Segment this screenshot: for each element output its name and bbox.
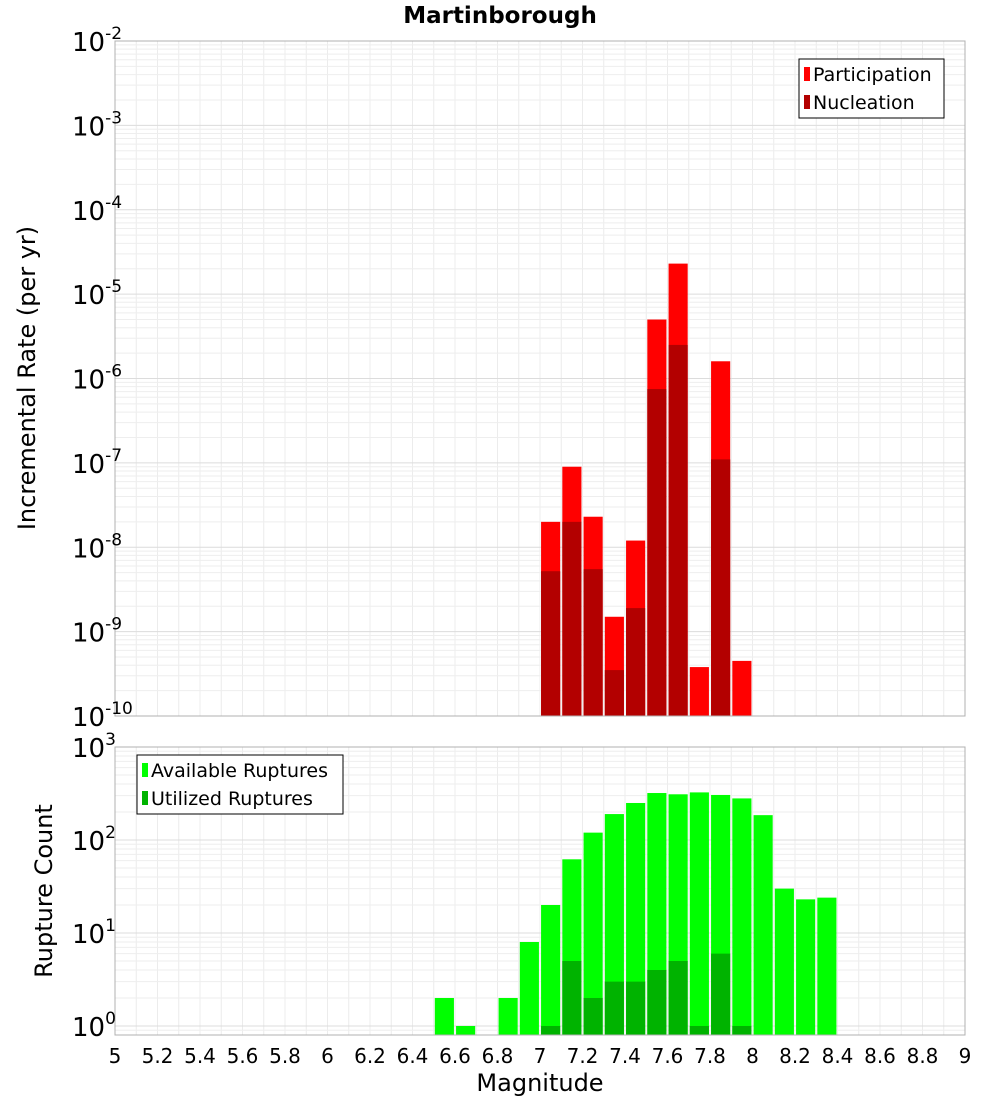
y-tick-label: 10-5 <box>72 277 122 311</box>
bar-utilized-ruptures <box>711 953 731 1035</box>
chart-title: Martinborough <box>403 3 597 29</box>
bar-utilized-ruptures <box>626 981 646 1035</box>
bar-available-ruptures <box>604 814 624 1035</box>
bar-utilized-ruptures <box>583 997 603 1035</box>
x-tick-label: 6.4 <box>397 1044 429 1068</box>
x-tick-label: 6.8 <box>482 1044 514 1068</box>
y-tick-label: 10-2 <box>72 24 122 58</box>
y-tick-label: 103 <box>72 730 116 764</box>
bar-utilized-ruptures <box>668 960 688 1035</box>
x-tick-label: 7.8 <box>694 1044 726 1068</box>
plot-area-border <box>114 746 966 1036</box>
x-tick-label: 5 <box>109 1044 122 1068</box>
legend-swatch-utilized-ruptures <box>142 791 148 805</box>
x-tick-label: 5.4 <box>184 1044 216 1068</box>
bar-available-ruptures <box>796 899 816 1035</box>
y-axis-label: Incremental Rate (per yr) <box>13 226 41 530</box>
bar-utilized-ruptures <box>732 1025 752 1035</box>
y-tick-label: 10-6 <box>72 362 122 396</box>
chart-panel-1: 10-1010-910-810-710-610-510-410-310-2Inc… <box>13 3 966 733</box>
bar-available-ruptures <box>817 897 837 1035</box>
bar-utilized-ruptures <box>647 969 667 1035</box>
legend-swatch-participation <box>804 67 810 81</box>
y-tick-label: 10-10 <box>72 699 133 733</box>
bar-available-ruptures <box>541 904 561 1035</box>
bar-available-ruptures <box>456 1025 476 1035</box>
plot-area-border <box>114 40 966 717</box>
x-tick-label: 9 <box>959 1044 972 1068</box>
legend: Available Ruptures Utilized Ruptures <box>136 754 344 815</box>
x-tick-label: 7.2 <box>567 1044 599 1068</box>
bar-nucleation <box>583 569 603 716</box>
y-axis-label: Rupture Count <box>30 804 58 978</box>
bar-available-ruptures <box>732 798 752 1035</box>
y-tick-label: 101 <box>72 916 116 950</box>
x-tick-label: 8.6 <box>864 1044 896 1068</box>
x-tick-label: 8.8 <box>907 1044 939 1068</box>
y-tick-label: 10-4 <box>72 193 122 227</box>
bar-available-ruptures <box>774 888 794 1035</box>
bar-nucleation <box>668 344 688 716</box>
legend-label: Available Ruptures <box>151 760 328 782</box>
bar-utilized-ruptures <box>604 981 624 1035</box>
bar-participation <box>689 667 709 716</box>
x-tick-label: 5.8 <box>269 1044 301 1068</box>
bar-nucleation <box>647 389 667 716</box>
bar-nucleation <box>562 521 582 716</box>
bar-nucleation <box>541 571 561 716</box>
legend-label: Nucleation <box>813 92 915 114</box>
x-tick-label: 5.6 <box>227 1044 259 1068</box>
x-tick-label: 8 <box>746 1044 759 1068</box>
legend: Participation Nucleation <box>798 58 945 119</box>
x-tick-label: 7.6 <box>652 1044 684 1068</box>
bar-nucleation <box>711 459 731 716</box>
legend-label: Utilized Ruptures <box>151 788 313 810</box>
x-tick-label: 6.2 <box>354 1044 386 1068</box>
bar-utilized-ruptures <box>562 960 582 1035</box>
bar-participation <box>732 660 752 716</box>
x-tick-label: 7.4 <box>609 1044 641 1068</box>
legend-label: Participation <box>813 64 932 86</box>
x-tick-label: 7 <box>534 1044 547 1068</box>
bar-utilized-ruptures <box>689 1025 709 1035</box>
x-tick-label: 8.4 <box>822 1044 854 1068</box>
bar-available-ruptures <box>689 792 709 1035</box>
bar-available-ruptures <box>498 997 518 1035</box>
bar-nucleation <box>604 670 624 716</box>
x-tick-label: 6 <box>321 1044 334 1068</box>
bar-nucleation <box>626 608 646 716</box>
bar-available-ruptures <box>626 802 646 1035</box>
bar-available-ruptures <box>519 942 539 1035</box>
x-tick-label: 6.6 <box>439 1044 471 1068</box>
x-axis-label: Magnitude <box>476 1069 603 1097</box>
legend-swatch-available-ruptures <box>142 763 148 777</box>
bar-available-ruptures <box>753 815 773 1035</box>
y-tick-label: 102 <box>72 823 116 857</box>
x-tick-label: 5.2 <box>142 1044 174 1068</box>
y-tick-label: 100 <box>72 1009 116 1043</box>
bar-utilized-ruptures <box>541 1025 561 1035</box>
legend-swatch-nucleation <box>804 95 810 109</box>
legend-box <box>798 58 945 119</box>
bar-available-ruptures <box>583 832 603 1035</box>
bar-available-ruptures <box>434 997 454 1035</box>
legend-box <box>136 754 344 815</box>
x-tick-label: 8.2 <box>779 1044 811 1068</box>
